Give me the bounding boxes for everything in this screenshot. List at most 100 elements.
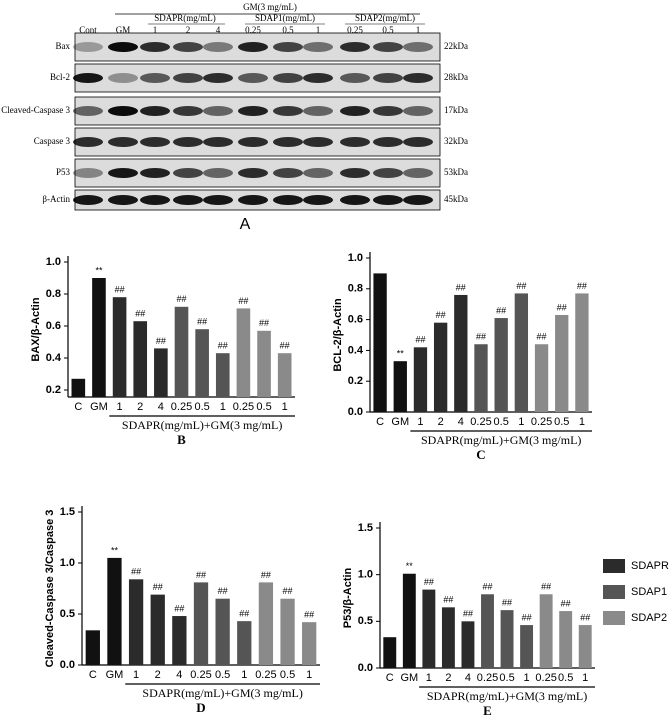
significance: ## — [135, 309, 145, 319]
band — [238, 106, 268, 116]
band — [403, 42, 433, 52]
protein-label: Caspase 3 — [34, 136, 71, 146]
x-tick-label: 0.25 — [470, 416, 491, 428]
band — [140, 195, 170, 205]
bar — [514, 293, 529, 412]
protein-label: Bcl-2 — [50, 72, 70, 82]
significance: ## — [238, 296, 248, 306]
band — [403, 168, 433, 178]
lane-label: 2 — [186, 25, 191, 35]
bar — [500, 610, 514, 668]
significance: ## — [261, 570, 271, 580]
y-tick-label: 1.0 — [46, 256, 61, 268]
x-tick-label: GM — [106, 669, 124, 681]
x-tick-label: 1 — [220, 401, 226, 413]
significance: ## — [115, 285, 125, 295]
bar — [128, 579, 144, 665]
x-tick-label: 1 — [582, 672, 588, 684]
y-tick-label: 1.5 — [358, 522, 373, 534]
significance: ## — [561, 598, 571, 608]
band — [140, 73, 170, 83]
bar — [154, 348, 168, 397]
protein-label: P53 — [56, 167, 71, 177]
bar — [85, 630, 100, 665]
significance: ## — [176, 294, 186, 304]
band — [73, 195, 103, 205]
lane-label: 1 — [153, 25, 158, 35]
bar — [174, 306, 189, 397]
bar — [441, 607, 455, 668]
lane-label: 0.5 — [282, 25, 294, 35]
legend-swatch — [603, 559, 625, 573]
band — [340, 168, 370, 178]
bar — [402, 573, 416, 668]
x-tick-label: 0.5 — [256, 401, 271, 413]
significance: ## — [516, 281, 526, 291]
band — [273, 73, 303, 83]
bar — [578, 625, 592, 668]
protein-label: Cleaved-Caspase 3 — [1, 105, 70, 115]
band — [238, 42, 268, 52]
band — [373, 137, 403, 147]
significance: ## — [522, 612, 532, 622]
legend-label: SDAP2 — [631, 612, 667, 624]
significance: ## — [541, 582, 551, 592]
band — [403, 73, 433, 83]
significance: ** — [397, 349, 405, 359]
band — [340, 106, 370, 116]
protein-label: Bax — [56, 41, 71, 51]
y-tick-label: 0.0 — [348, 406, 363, 418]
band — [203, 106, 233, 116]
significance: ** — [95, 265, 103, 275]
significance: ## — [476, 332, 486, 342]
band — [108, 137, 138, 147]
band — [140, 168, 170, 178]
y-tick-label: 0.2 — [348, 375, 363, 387]
bar — [481, 594, 494, 668]
band — [303, 195, 333, 205]
band — [203, 73, 233, 83]
y-axis-label: P53/β-Actin — [342, 567, 354, 628]
x-tick-label: 1 — [133, 669, 139, 681]
band — [273, 137, 303, 147]
significance: ## — [424, 577, 434, 587]
bar — [150, 594, 165, 665]
x-tick-label: 4 — [158, 401, 164, 413]
band — [273, 106, 303, 116]
x-tick-label: 1 — [524, 672, 530, 684]
band — [303, 106, 333, 116]
y-tick-label: 0.8 — [348, 283, 363, 295]
significance: ## — [196, 570, 206, 580]
bar — [280, 598, 295, 665]
x-tick-label: 0.25 — [171, 401, 192, 413]
bar — [277, 353, 292, 397]
y-tick-label: 0.0 — [60, 659, 75, 671]
bar — [92, 278, 106, 397]
x-tick-label: 0.25 — [190, 669, 211, 681]
y-tick-label: 0.0 — [358, 662, 373, 674]
significance: ## — [456, 282, 466, 292]
x-tick-label: C — [89, 669, 97, 681]
band — [238, 168, 268, 178]
y-tick-label: 0.4 — [348, 344, 364, 356]
band — [303, 168, 333, 178]
band — [108, 106, 138, 116]
y-tick-label: 1.5 — [60, 506, 75, 518]
y-tick-label: 0.6 — [348, 314, 363, 326]
band — [140, 42, 170, 52]
bar — [133, 321, 148, 397]
x-tick-label: 0.25 — [535, 672, 556, 684]
significance: ## — [577, 281, 587, 291]
band — [238, 195, 268, 205]
x-axis-label: SDAPR(mg/mL)+GM(3 mg/mL) — [142, 686, 302, 700]
size-label: 17kDa — [444, 105, 468, 115]
size-label: 53kDa — [444, 167, 468, 177]
x-tick-label: GM — [90, 401, 108, 413]
band — [203, 168, 233, 178]
lane-label: 0.25 — [245, 25, 261, 35]
bar — [215, 353, 230, 397]
significance: ## — [280, 341, 290, 351]
band — [73, 137, 103, 147]
x-tick-label: 1 — [117, 401, 123, 413]
bar — [454, 294, 468, 412]
